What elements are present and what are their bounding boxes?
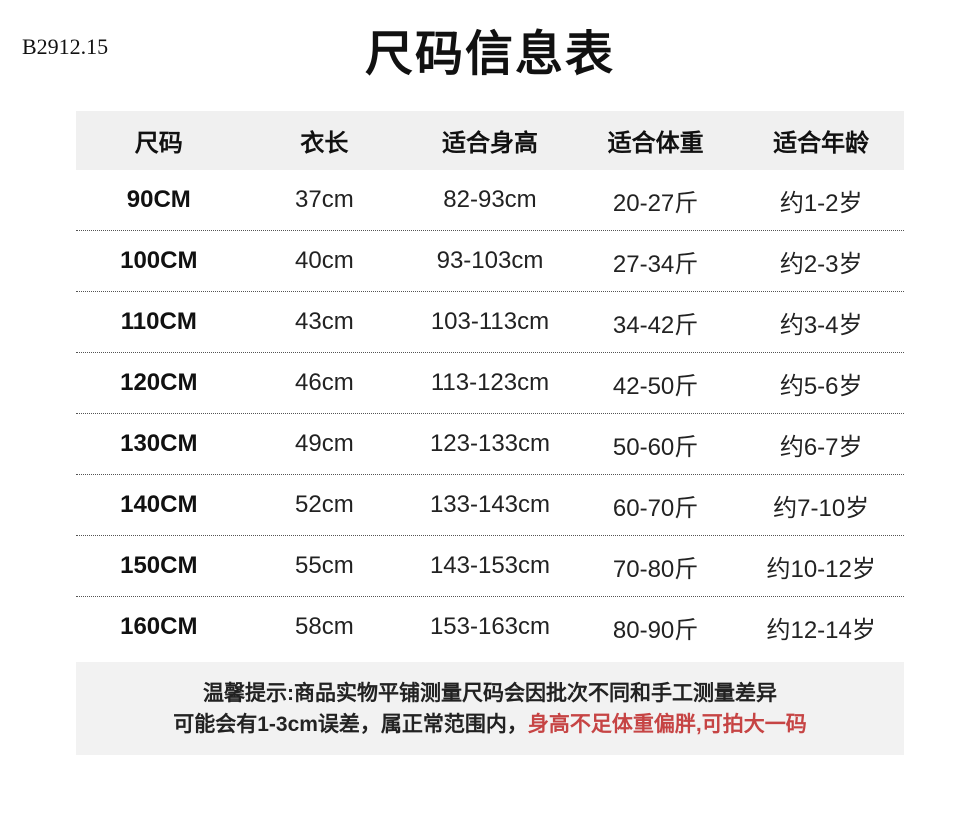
data-cell: 约2-3岁 xyxy=(779,250,863,278)
data-cell: 143-153cm xyxy=(429,552,551,579)
table-header-row: 尺码 衣长 适合身高 适合体重 适合年龄 xyxy=(76,111,904,170)
data-cell: 约12-14岁 xyxy=(766,616,876,644)
size-cell: 110CM xyxy=(120,308,197,335)
header-cell-2: 适合身高 xyxy=(441,130,538,157)
table-row: 120CM 46cm 113-123cm 42-50斤 约5-6岁 xyxy=(76,352,904,413)
size-cell: 90CM xyxy=(126,186,191,213)
page-title: 尺码信息表 xyxy=(364,28,615,81)
data-cell: 133-143cm xyxy=(429,491,551,518)
size-cell: 150CM xyxy=(120,552,198,579)
data-cell: 约3-4岁 xyxy=(779,311,863,339)
size-cell: 130CM xyxy=(120,430,198,457)
table-row: 90CM 37cm 82-93cm 20-27斤 约1-2岁 xyxy=(76,170,904,230)
note-box: 温馨提示:商品实物平铺测量尺码会因批次不同和手工测量差异 可能会有1-3cm误差… xyxy=(76,662,904,755)
data-cell: 约5-6岁 xyxy=(779,372,863,400)
data-cell: 82-93cm xyxy=(443,186,537,213)
data-cell: 46cm xyxy=(295,369,354,396)
header-cell-0: 尺码 xyxy=(134,130,183,157)
note-line-1: 温馨提示:商品实物平铺测量尺码会因批次不同和手工测量差异 xyxy=(203,681,777,705)
note-line-2-highlight: 身高不足体重偏胖,可拍大一码 xyxy=(527,712,807,736)
data-cell: 约1-2岁 xyxy=(779,189,863,217)
size-cell: 160CM xyxy=(120,613,198,640)
header-cell-1: 衣长 xyxy=(300,130,349,157)
data-cell: 40cm xyxy=(295,247,354,274)
data-cell: 60-70斤 xyxy=(612,494,699,522)
data-cell: 103-113cm xyxy=(430,308,550,335)
data-cell: 70-80斤 xyxy=(612,555,699,583)
data-cell: 约7-10岁 xyxy=(773,494,870,522)
data-cell: 约6-7岁 xyxy=(779,433,863,461)
header-cell-3: 适合体重 xyxy=(607,130,704,157)
data-cell: 49cm xyxy=(295,430,354,457)
data-cell: 43cm xyxy=(295,308,354,335)
data-cell: 80-90斤 xyxy=(612,616,699,644)
size-cell: 120CM xyxy=(120,369,198,396)
size-table: 尺码 衣长 适合身高 适合体重 适合年龄 90CM 37cm 82-93cm 20-27斤 约1… xyxy=(76,111,904,657)
data-cell: 153-163cm xyxy=(429,613,551,640)
data-cell: 113-123cm xyxy=(430,369,550,396)
data-cell: 37cm xyxy=(295,186,354,213)
table-row: 100CM 40cm 93-103cm 27-34斤 约2-3岁 xyxy=(76,230,904,291)
data-cell: 约10-12岁 xyxy=(766,555,876,583)
data-cell: 27-34斤 xyxy=(612,250,699,278)
data-cell: 50-60斤 xyxy=(612,433,699,461)
header-cell-4: 适合年龄 xyxy=(773,130,870,157)
table-row: 130CM 49cm 123-133cm 50-60斤 约6-7岁 xyxy=(76,413,904,474)
data-cell: 34-42斤 xyxy=(612,311,699,339)
watermark-code: B2912.15 xyxy=(22,34,109,59)
size-cell: 140CM xyxy=(120,491,198,518)
table-row: 140CM 52cm 133-143cm 60-70斤 约7-10岁 xyxy=(76,474,904,535)
data-cell: 93-103cm xyxy=(436,247,544,274)
data-cell: 20-27斤 xyxy=(612,189,699,217)
table-row: 160CM 58cm 153-163cm 80-90斤 约12-14岁 xyxy=(76,596,904,657)
table-row: 150CM 55cm 143-153cm 70-80斤 约10-12岁 xyxy=(76,535,904,596)
table-body: 90CM 37cm 82-93cm 20-27斤 约1-2岁 100CM 40cm 93-10… xyxy=(76,170,904,657)
note-line-2: 可能会有1-3cm误差，属正常范围内，身高不足体重偏胖,可拍大一码 xyxy=(173,709,807,740)
size-cell: 100CM xyxy=(120,247,198,274)
data-cell: 55cm xyxy=(295,552,354,579)
table-row: 110CM 43cm 103-113cm 34-42斤 约3-4岁 xyxy=(76,291,904,352)
data-cell: 52cm xyxy=(295,491,354,518)
note-line-2-text: 可能会有1-3cm误差，属正常范围内， xyxy=(173,712,528,736)
data-cell: 42-50斤 xyxy=(612,372,699,400)
data-cell: 58cm xyxy=(295,613,354,640)
data-cell: 123-133cm xyxy=(429,430,551,457)
